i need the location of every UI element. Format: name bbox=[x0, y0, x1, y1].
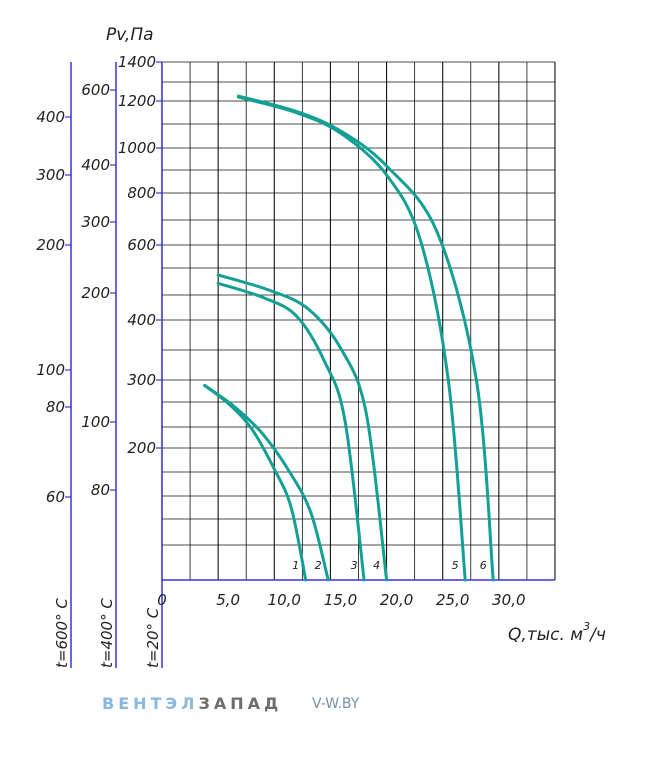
curve-label-3: 3 bbox=[351, 559, 358, 572]
y-tick-label: 100 bbox=[81, 413, 110, 431]
curve-6 bbox=[236, 94, 495, 582]
y-axis-label-400c: t=400° C bbox=[98, 598, 116, 668]
curve-3 bbox=[216, 281, 366, 582]
fan-performance-chart: 1400120010008006004003002006004003002001… bbox=[36, 25, 606, 668]
x-tick-label: 25,0 bbox=[436, 591, 469, 609]
y-tick-label: 80 bbox=[91, 481, 110, 499]
x-tick-label: 10,0 bbox=[268, 591, 301, 609]
curve-label-1: 1 bbox=[292, 559, 299, 572]
curve-label-2: 2 bbox=[315, 559, 322, 572]
y-tick-label: 1400 bbox=[118, 53, 156, 71]
curve-label-5: 5 bbox=[452, 559, 459, 572]
y-tick-label: 1200 bbox=[118, 92, 156, 110]
logo-part-1: ВЕНТЭЛ bbox=[102, 694, 199, 713]
y-tick-label: 800 bbox=[127, 184, 156, 202]
y-tick-label: 100 bbox=[36, 361, 65, 379]
y-axis-title: Pv,Па bbox=[106, 25, 154, 45]
y-tick-label: 60 bbox=[46, 488, 65, 506]
y-axis-label-20c: t=20° C bbox=[144, 607, 162, 668]
y-tick-label: 400 bbox=[81, 156, 110, 174]
y-tick-label: 300 bbox=[36, 166, 65, 184]
x-tick-label: 30,0 bbox=[492, 591, 525, 609]
y-ticks: 1400 1200 1000 800 600 400 300 200 600 400 300 200 1… bbox=[36, 53, 162, 506]
site-url: V-W.BY bbox=[312, 696, 360, 712]
curves bbox=[203, 94, 495, 582]
curve-4 bbox=[216, 273, 389, 582]
y-tick-label: 400 bbox=[127, 311, 156, 329]
curve-label-6: 6 bbox=[480, 559, 487, 572]
x-tick-label: 15,0 bbox=[324, 591, 357, 609]
brand-logo: ВЕНТЭЛЗАПАД bbox=[102, 694, 282, 713]
y-tick-label: 300 bbox=[127, 371, 156, 389]
curve-1 bbox=[203, 383, 308, 582]
y-tick-label: 200 bbox=[36, 236, 65, 254]
grid bbox=[161, 61, 556, 581]
y-tick-label: 200 bbox=[81, 284, 110, 302]
curve-5 bbox=[236, 95, 467, 582]
x-tick-label: 0 bbox=[157, 591, 167, 609]
curve-2 bbox=[203, 383, 330, 582]
curve-label-4: 4 bbox=[373, 559, 380, 572]
axes bbox=[70, 62, 555, 668]
y-tick-label: 400 bbox=[36, 108, 65, 126]
logo-part-2: ЗАПАД bbox=[198, 694, 283, 713]
y-tick-label: 600 bbox=[127, 236, 156, 254]
x-tick-label: 20,0 bbox=[380, 591, 413, 609]
y-tick-label: 600 bbox=[81, 81, 110, 99]
x-axis-title: Q,тыс. м3/ч bbox=[508, 620, 606, 645]
y-axis-label-600c: t=600° C bbox=[53, 598, 71, 668]
y-tick-label: 80 bbox=[46, 398, 65, 416]
x-tick-label: 5,0 bbox=[216, 591, 240, 609]
x-ticks: 0 5,0 10,0 15,0 20,0 25,0 30,0 bbox=[157, 591, 525, 609]
y-tick-label: 200 bbox=[127, 439, 156, 457]
y-tick-label: 1000 bbox=[118, 139, 156, 157]
curve-labels: 1 2 3 4 5 6 bbox=[292, 559, 487, 572]
y-tick-label: 300 bbox=[81, 213, 110, 231]
